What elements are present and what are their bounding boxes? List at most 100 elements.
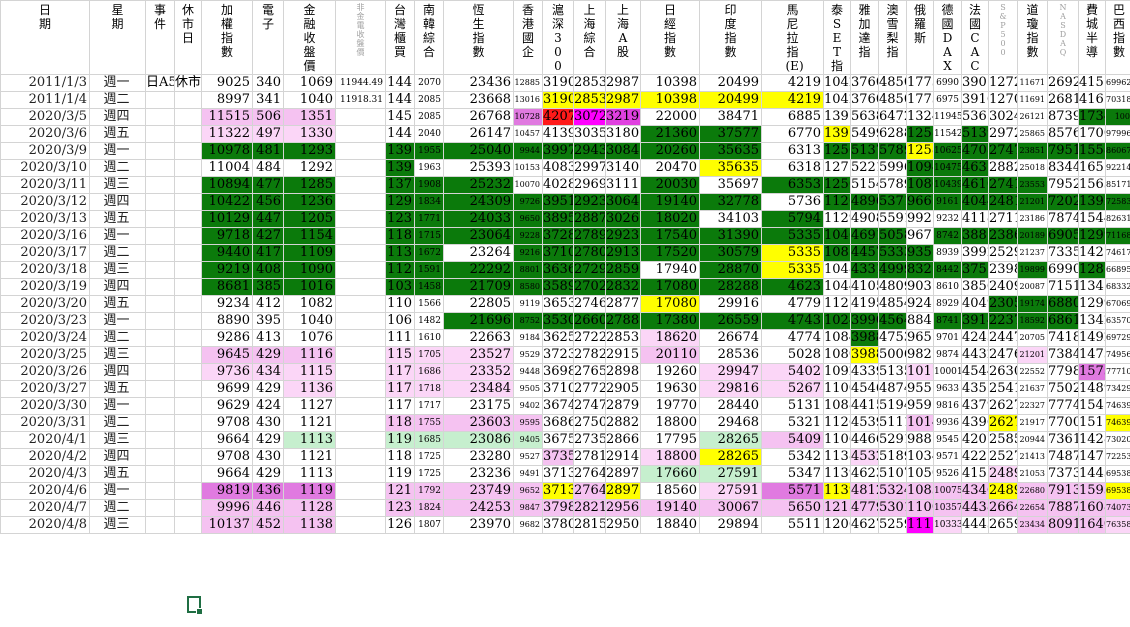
grid-cell[interactable]: 115 — [385, 346, 415, 364]
grid-cell[interactable] — [145, 448, 175, 466]
grid-cell[interactable]: 23603 — [443, 414, 514, 432]
grid-cell[interactable]: 8741 — [933, 312, 962, 330]
grid-cell[interactable] — [145, 431, 175, 449]
grid-cell[interactable]: 6313 — [761, 142, 824, 160]
grid-cell[interactable]: 10475 — [933, 159, 962, 177]
grid-cell[interactable]: 24033 — [443, 210, 514, 228]
grid-cell[interactable]: 7798 — [1047, 363, 1079, 381]
grid-cell[interactable]: 2821 — [573, 499, 606, 517]
grid-cell[interactable]: 26121 — [1017, 108, 1048, 126]
grid-cell[interactable]: 2541 — [988, 380, 1018, 398]
grid-cell[interactable]: 5342 — [761, 448, 824, 466]
grid-cell[interactable]: 2398 — [988, 261, 1018, 279]
grid-cell[interactable]: 2020/3/19 — [0, 278, 90, 296]
grid-cell[interactable]: 3190 — [542, 74, 574, 92]
grid-cell[interactable]: 25865 — [1017, 125, 1048, 143]
grid-cell[interactable]: 6990 — [1047, 261, 1079, 279]
grid-cell[interactable]: 11515 — [201, 108, 253, 126]
grid-cell[interactable]: 884 — [906, 312, 934, 330]
grid-cell[interactable]: 2020/3/26 — [0, 363, 90, 381]
grid-cell[interactable]: 9216 — [513, 244, 543, 262]
grid-cell[interactable]: 1088 — [823, 397, 851, 415]
grid-cell[interactable]: 74639 — [1105, 414, 1130, 432]
grid-cell[interactable]: 2815 — [573, 516, 606, 534]
grid-cell[interactable]: 1610 — [414, 329, 444, 347]
grid-cell[interactable]: 2765 — [573, 363, 606, 381]
grid-cell[interactable]: 903 — [906, 278, 934, 296]
grid-cell[interactable]: 週五 — [89, 125, 146, 143]
grid-cell[interactable] — [145, 363, 175, 381]
grid-cell[interactable]: 5259 — [878, 516, 907, 534]
grid-cell[interactable]: 1115 — [283, 363, 336, 381]
grid-cell[interactable]: 1475 — [1078, 448, 1106, 466]
grid-cell[interactable] — [174, 346, 202, 364]
grid-cell[interactable]: 23352 — [443, 363, 514, 381]
grid-cell[interactable]: 2020/3/18 — [0, 261, 90, 279]
grid-cell[interactable] — [335, 499, 386, 517]
grid-cell[interactable] — [335, 244, 386, 262]
grid-cell[interactable]: 103 — [385, 278, 415, 296]
grid-cell[interactable]: 週四 — [89, 363, 146, 381]
grid-cell[interactable]: 1563 — [1078, 176, 1106, 194]
grid-cell[interactable]: 2882 — [605, 414, 641, 432]
grid-cell[interactable]: 76358 — [1105, 516, 1130, 534]
grid-cell[interactable] — [145, 193, 175, 211]
grid-cell[interactable]: 8681 — [201, 278, 253, 296]
grid-cell[interactable]: 2735 — [573, 431, 606, 449]
column-header[interactable]: 恆生指數 — [443, 0, 514, 75]
grid-cell[interactable]: 74639 — [1105, 397, 1130, 415]
grid-cell[interactable]: 週二 — [89, 244, 146, 262]
grid-cell[interactable]: 2011/1/4 — [0, 91, 90, 109]
column-header[interactable]: 日經指數 — [640, 0, 700, 75]
grid-cell[interactable]: 22805 — [443, 295, 514, 313]
grid-cell[interactable]: 9629 — [201, 397, 253, 415]
grid-cell[interactable]: 1492 — [1078, 329, 1106, 347]
grid-cell[interactable]: 1040 — [283, 91, 336, 109]
grid-cell[interactable]: 2943 — [573, 142, 606, 160]
grid-cell[interactable]: 429 — [252, 346, 284, 364]
grid-cell[interactable]: 4774 — [761, 329, 824, 347]
grid-cell[interactable]: 1014 — [906, 414, 934, 432]
column-header[interactable]: 星期 — [89, 0, 146, 75]
grid-cell[interactable]: 123 — [385, 210, 415, 228]
grid-cell[interactable]: 18840 — [640, 516, 700, 534]
grid-cell[interactable] — [174, 278, 202, 296]
grid-cell[interactable]: 4779 — [850, 499, 879, 517]
grid-cell[interactable] — [174, 227, 202, 245]
grid-cell[interactable]: 1640 — [1078, 516, 1106, 534]
grid-cell[interactable]: 2020/3/23 — [0, 312, 90, 330]
grid-cell[interactable]: 3856 — [961, 278, 989, 296]
grid-cell[interactable]: 481 — [252, 142, 284, 160]
grid-cell[interactable]: 1086 — [906, 176, 934, 194]
grid-cell[interactable]: 4438 — [961, 499, 989, 517]
grid-cell[interactable]: 1705 — [414, 346, 444, 364]
grid-cell[interactable]: 1458 — [414, 278, 444, 296]
grid-cell[interactable]: 2747 — [573, 397, 606, 415]
grid-cell[interactable]: 9529 — [513, 346, 543, 364]
grid-cell[interactable]: 924 — [906, 295, 934, 313]
grid-cell[interactable]: 3064 — [605, 193, 641, 211]
grid-cell[interactable]: 1792 — [414, 482, 444, 500]
grid-cell[interactable]: 17795 — [640, 431, 700, 449]
grid-cell[interactable]: 20260 — [640, 142, 700, 160]
grid-cell[interactable]: 2692 — [1047, 74, 1079, 92]
grid-cell[interactable]: 2913 — [605, 244, 641, 262]
grid-cell[interactable]: 7887 — [1047, 499, 1079, 517]
column-header[interactable]: 雅加達指 — [850, 0, 879, 75]
grid-cell[interactable]: 4850 — [878, 74, 907, 92]
grid-cell[interactable] — [145, 261, 175, 279]
grid-cell[interactable]: 10422 — [201, 193, 253, 211]
grid-cell[interactable]: 8442 — [933, 261, 962, 279]
grid-cell[interactable]: 週三 — [89, 431, 146, 449]
grid-cell[interactable]: 1092 — [823, 363, 851, 381]
grid-cell[interactable]: 週三 — [89, 516, 146, 534]
grid-cell[interactable]: 4396 — [961, 414, 989, 432]
grid-cell[interactable]: 5347 — [761, 465, 824, 483]
grid-cell[interactable] — [335, 431, 386, 449]
grid-cell[interactable]: 29816 — [699, 380, 762, 398]
